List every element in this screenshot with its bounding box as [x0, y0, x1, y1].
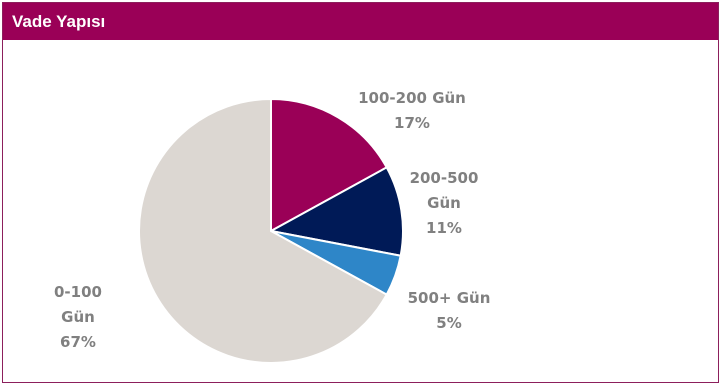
pie-slices: [137, 97, 404, 364]
slice-label: 500+ Gün 5%: [408, 289, 491, 332]
pie-slice: [137, 97, 389, 364]
slice-label: 100-200 Gün 17%: [358, 89, 466, 132]
pie-labels: 100-200 Gün 17% 200-500 Gün 11% 500+ Gün 5% 0-1…: [54, 89, 490, 351]
pie-slice: [268, 166, 404, 257]
slice-label: 200-500 Gün 11%: [410, 169, 479, 237]
panel-title: Vade Yapısı: [3, 3, 718, 40]
pie-slice: [270, 97, 389, 233]
slice-label: 0-100 Gün 67%: [54, 283, 102, 351]
